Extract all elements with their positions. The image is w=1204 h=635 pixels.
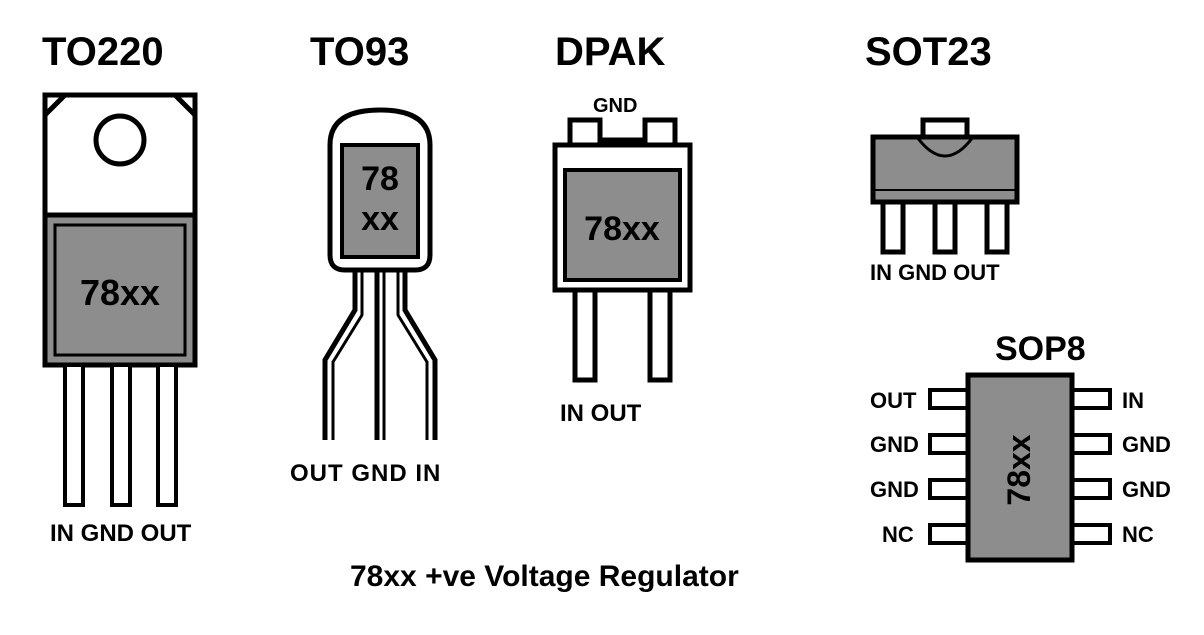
dpak-diagram: 78xx bbox=[530, 115, 720, 395]
to220-diagram: 78xx bbox=[30, 85, 210, 515]
sot23-pins: IN GND OUT bbox=[870, 260, 1000, 286]
sop8-left-pin-4: NC bbox=[882, 522, 914, 548]
diagram-caption: 78xx +ve Voltage Regulator bbox=[350, 560, 739, 594]
sop8-right-pin-3: GND bbox=[1122, 477, 1171, 503]
dpak-bottom-pins: IN OUT bbox=[560, 400, 641, 428]
sop8-right-pin-1: IN bbox=[1122, 388, 1144, 414]
sop8-right-pin-4: NC bbox=[1122, 522, 1154, 548]
dpak-title: DPAK bbox=[555, 30, 665, 75]
svg-text:78xx: 78xx bbox=[584, 210, 660, 248]
sop8-left-pin-1: OUT bbox=[870, 388, 916, 414]
svg-text:78: 78 bbox=[361, 160, 399, 198]
sot23-title: SOT23 bbox=[865, 30, 992, 75]
to93-title: TO93 bbox=[310, 30, 409, 75]
to93-pins: OUT GND IN bbox=[290, 460, 441, 488]
sop8-title: SOP8 bbox=[995, 330, 1086, 369]
to93-diagram: 78 xx bbox=[300, 100, 460, 490]
sop8-left-pin-2: GND bbox=[870, 432, 919, 458]
sot23-diagram bbox=[855, 115, 1035, 265]
to220-title: TO220 bbox=[42, 30, 164, 75]
sop8-right-pin-2: GND bbox=[1122, 432, 1171, 458]
svg-text:78xx: 78xx bbox=[1001, 434, 1037, 505]
sop8-left-pin-3: GND bbox=[870, 477, 919, 503]
svg-text:xx: xx bbox=[361, 200, 399, 238]
svg-text:78xx: 78xx bbox=[80, 272, 160, 313]
to220-pins: IN GND OUT bbox=[50, 520, 191, 548]
